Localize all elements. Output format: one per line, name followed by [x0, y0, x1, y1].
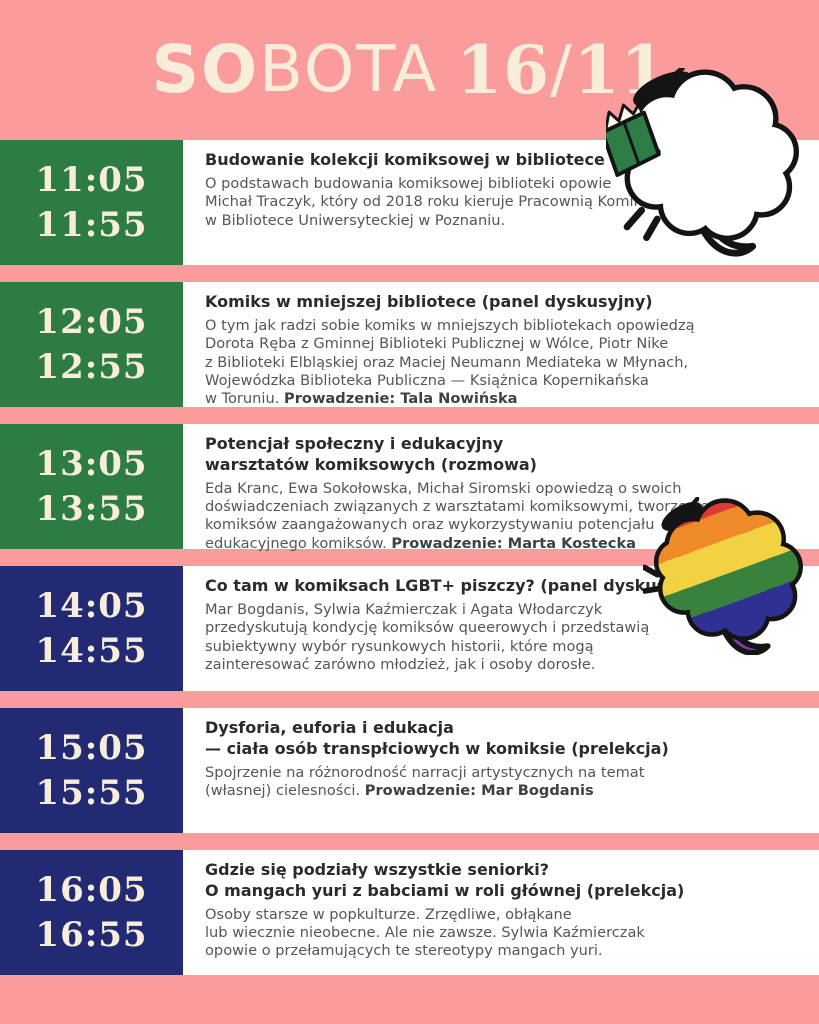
- time-end: 15:55: [35, 772, 148, 813]
- schedule-row: 14:05 14:55 Co tam w komiksach LGBT+ pis…: [0, 566, 819, 691]
- schedule-row: 13:05 13:55 Potencjał społeczny i edukac…: [0, 424, 819, 552]
- schedule-row: 12:05 12:55 Komiks w mniejszej bibliotec…: [0, 282, 819, 407]
- time-start: 13:05: [35, 443, 148, 484]
- time-start: 16:05: [35, 869, 148, 910]
- time-block: 14:05 14:55: [0, 566, 183, 691]
- title-segment-bota: BOTA: [259, 33, 439, 107]
- time-block: 15:05 15:55: [0, 708, 183, 833]
- time-end: 12:55: [35, 346, 148, 387]
- time-end: 16:55: [35, 914, 148, 955]
- session-content: Potencjał społeczny i edukacyjny warszta…: [183, 424, 819, 552]
- session-host: Prowadzenie: Tala Nowińska: [284, 390, 518, 408]
- schedule-row: 16:05 16:55 Gdzie się podziały wszystkie…: [0, 850, 819, 975]
- session-description-text: O tym jak radzi sobie komiks w mniejszyc…: [205, 316, 695, 408]
- session-host: Prowadzenie: Mar Bogdanis: [364, 781, 594, 799]
- session-content: Gdzie się podziały wszystkie seniorki? O…: [183, 850, 819, 975]
- time-start: 12:05: [35, 301, 148, 342]
- session-content: Co tam w komiksach LGBT+ piszczy? (panel…: [183, 566, 819, 691]
- session-description: O tym jak radzi sobie komiks w mniejszyc…: [205, 317, 805, 409]
- title-date-month: 11: [573, 31, 668, 109]
- session-description: Spojrzenie na różnorodność narracji arty…: [205, 764, 805, 801]
- session-description-text: O podstawach budowania komiksowej biblio…: [205, 174, 659, 229]
- session-title: Co tam w komiksach LGBT+ piszczy? (panel…: [205, 576, 712, 595]
- title-segment-so: SO: [151, 31, 260, 108]
- time-block: 11:05 11:55: [0, 140, 183, 265]
- session-title: Komiks w mniejszej bibliotece (panel dys…: [205, 292, 653, 311]
- time-end: 14:55: [35, 630, 148, 671]
- session-description-text: Osoby starsze w popkulturze. Zrzędliwe, …: [205, 905, 645, 960]
- time-start: 15:05: [35, 727, 148, 768]
- time-end: 11:55: [35, 204, 148, 245]
- session-title: Dysforia, euforia i edukacja — ciała osó…: [205, 718, 669, 758]
- session-host: Prowadzenie: Marta Kostecka: [391, 534, 636, 552]
- session-description: Osoby starsze w popkulturze. Zrzędliwe, …: [205, 906, 805, 961]
- time-block: 13:05 13:55: [0, 424, 183, 549]
- time-block: 16:05 16:55: [0, 850, 183, 975]
- time-block: 12:05 12:55: [0, 282, 183, 407]
- session-content: Budowanie kolekcji komiksowej w bibliote…: [183, 140, 819, 265]
- session-description-text: Spojrzenie na różnorodność narracji arty…: [205, 763, 645, 799]
- page-title: SO BOTA 16/11: [0, 0, 819, 140]
- schedule-row: 15:05 15:55 Dysforia, euforia i edukacja…: [0, 708, 819, 833]
- session-description: Mar Bogdanis, Sylwia Kaźmierczak i Agata…: [205, 601, 805, 675]
- schedule-list: 11:05 11:55 Budowanie kolekcji komiksowe…: [0, 140, 819, 975]
- session-description: Eda Kranc, Ewa Sokołowska, Michał Siroms…: [205, 480, 805, 554]
- time-start: 11:05: [35, 159, 148, 200]
- session-content: Komiks w mniejszej bibliotece (panel dys…: [183, 282, 819, 407]
- session-content: Dysforia, euforia i edukacja — ciała osó…: [183, 708, 819, 833]
- session-title: Budowanie kolekcji komiksowej w bibliote…: [205, 150, 708, 169]
- title-date-slash: /: [550, 33, 574, 107]
- session-title: Potencjał społeczny i edukacyjny warszta…: [205, 434, 537, 474]
- session-description: O podstawach budowania komiksowej biblio…: [205, 175, 805, 230]
- session-description-text: Mar Bogdanis, Sylwia Kaźmierczak i Agata…: [205, 600, 650, 673]
- time-start: 14:05: [35, 585, 148, 626]
- session-title: Gdzie się podziały wszystkie seniorki? O…: [205, 860, 685, 900]
- schedule-row: 11:05 11:55 Budowanie kolekcji komiksowe…: [0, 140, 819, 265]
- title-date-day: 16: [456, 31, 551, 109]
- time-end: 13:55: [35, 488, 148, 529]
